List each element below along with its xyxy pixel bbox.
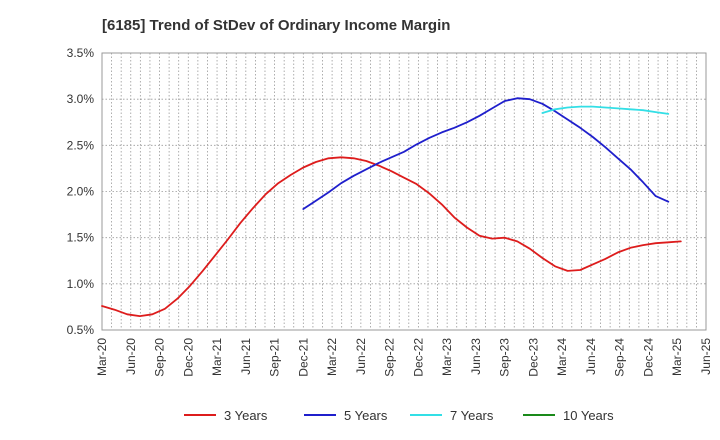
legend-label: 5 Years	[344, 408, 388, 423]
x-tick-label: Dec-24	[641, 338, 655, 377]
series-line-7-years	[541, 105, 670, 115]
x-tick-label: Jun-25	[699, 338, 713, 375]
plot-area: 3.5% 3.0% 2.5% 2.0% 1.5% 1.0% 0.5%Mar-20 Jun-20…	[67, 46, 713, 377]
chart-title: [6185] Trend of StDev of Ordinary Income…	[102, 17, 450, 34]
x-tick-label: Jun-23	[469, 338, 483, 375]
legend-label: 3 Years	[224, 408, 268, 423]
y-tick-label: 2.0%	[67, 185, 95, 199]
x-tick-label: Sep-20	[153, 338, 167, 377]
series-line-3-years	[101, 156, 682, 317]
legend-label: 10 Years	[563, 408, 614, 423]
series-line-5-years	[302, 97, 670, 210]
x-tick-label: Mar-23	[440, 338, 454, 376]
y-tick-label: 3.5%	[67, 46, 95, 60]
x-tick-label: Mar-24	[555, 338, 569, 376]
x-tick-label: Sep-21	[268, 338, 282, 377]
y-tick-label: 1.5%	[67, 231, 95, 245]
x-tick-label: Mar-21	[210, 338, 224, 376]
y-tick-label: 1.0%	[67, 277, 95, 291]
x-tick-label: Sep-24	[613, 338, 627, 377]
x-tick-label: Jun-20	[124, 338, 138, 375]
x-tick-label: Jun-22	[354, 338, 368, 375]
x-tick-label: Jun-21	[239, 338, 253, 375]
legend-label: 7 Years	[450, 408, 494, 423]
x-tick-label: Jun-24	[584, 338, 598, 375]
x-tick-label: Mar-25	[670, 338, 684, 376]
y-tick-label: 0.5%	[67, 323, 95, 337]
x-tick-label: Dec-23	[526, 338, 540, 377]
legend: 3 Years 5 Years 7 Years 10 Years	[184, 408, 614, 423]
x-tick-label: Dec-21	[296, 338, 310, 377]
y-tick-label: 3.0%	[67, 92, 95, 106]
x-tick-label: Mar-22	[325, 338, 339, 376]
x-tick-label: Mar-20	[95, 338, 109, 376]
y-tick-label: 2.5%	[67, 138, 95, 152]
x-tick-label: Sep-23	[498, 338, 512, 377]
x-tick-label: Sep-22	[383, 338, 397, 377]
x-tick-label: Dec-22	[411, 338, 425, 377]
x-tick-label: Dec-20	[181, 338, 195, 377]
